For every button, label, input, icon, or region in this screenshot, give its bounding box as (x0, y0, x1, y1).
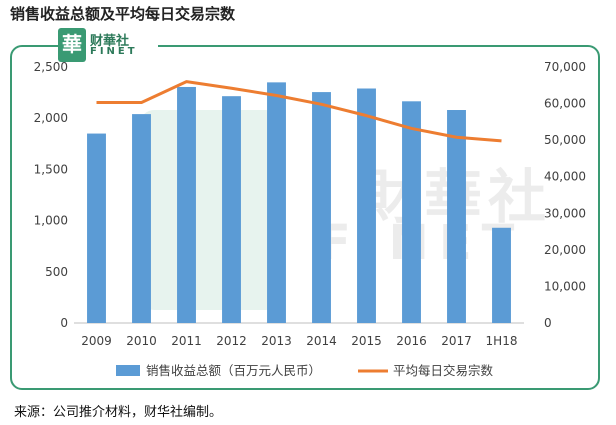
x-tick-label: 2014 (306, 334, 337, 348)
bar (87, 133, 106, 323)
legend-bar-label: 销售收益总额（百万元人民币） (146, 363, 321, 378)
bar (447, 110, 466, 324)
x-tick-label: 2017 (441, 334, 472, 348)
x-tick-label: 1H18 (486, 334, 518, 348)
x-tick-label: 2013 (261, 334, 292, 348)
x-tick-label: 2015 (351, 334, 382, 348)
y-right-tick-label: 40,000 (544, 170, 586, 184)
y-right-tick-label: 20,000 (544, 243, 586, 257)
bar (222, 96, 241, 324)
watermark-logo (140, 110, 280, 310)
bar (177, 86, 196, 323)
y-left-tick-label: 0 (60, 316, 68, 330)
y-left-tick-label: 1,000 (34, 214, 68, 228)
logo-name-cn: 财華社 (90, 34, 130, 49)
x-tick-label: 2010 (126, 334, 157, 348)
x-tick-label: 2009 (81, 334, 112, 348)
bar (312, 92, 331, 323)
y-left-tick-label: 2,500 (34, 60, 68, 74)
y-left-tick-label: 500 (45, 265, 68, 279)
logo-name-en: FINET (90, 46, 138, 57)
y-right-tick-label: 50,000 (544, 133, 586, 147)
chart-frame (10, 45, 600, 390)
bar (267, 82, 286, 323)
y-right-tick-label: 70,000 (544, 60, 586, 74)
x-tick-label: 2012 (216, 334, 247, 348)
legend-bar-swatch (116, 365, 140, 376)
logo-badge: 華 (58, 28, 86, 62)
y-left-tick-label: 2,000 (34, 111, 68, 125)
y-right-tick-label: 60,000 (544, 97, 586, 111)
bar (357, 88, 376, 323)
x-tick-label: 2016 (396, 334, 427, 348)
finet-logo: 華 财華社 FINET (58, 28, 158, 62)
bar (402, 101, 421, 323)
y-right-tick-label: 10,000 (544, 279, 586, 293)
legend-line-label: 平均每日交易宗数 (393, 363, 494, 378)
x-tick-label: 2011 (171, 334, 202, 348)
source-note: 来源：公司推介材料，财华社编制。 (14, 405, 223, 420)
y-left-tick-label: 1,500 (34, 162, 68, 176)
y-right-tick-label: 30,000 (544, 206, 586, 220)
bar (492, 227, 511, 323)
chart-title: 销售收益总额及平均每日交易宗数 (10, 5, 236, 23)
y-right-tick-label: 0 (544, 316, 552, 330)
line-series (96, 80, 502, 143)
bar (132, 114, 151, 323)
